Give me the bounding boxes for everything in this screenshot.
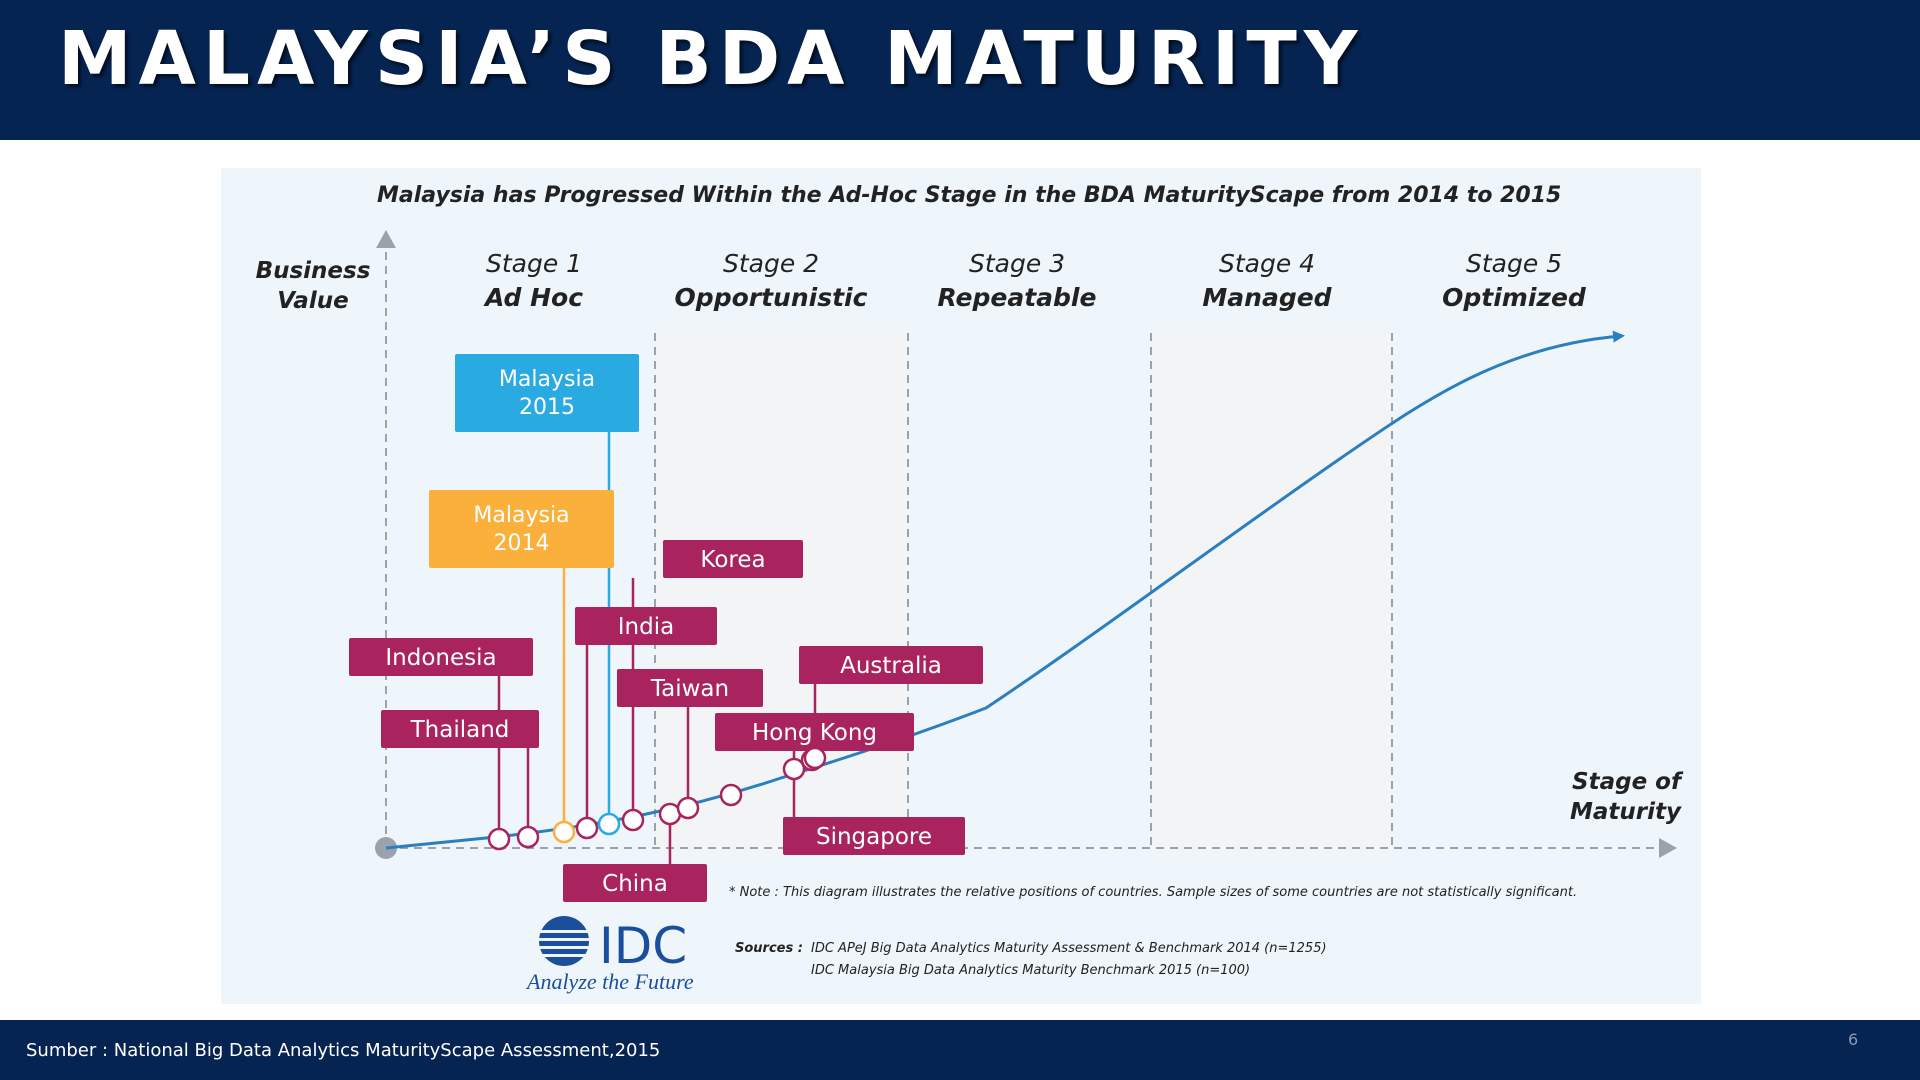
- indonesia-label: Indonesia: [385, 645, 496, 671]
- idc-logo-name: IDC: [599, 917, 687, 975]
- australia-label-box: [799, 646, 983, 684]
- singapore-label-box: [783, 817, 965, 855]
- diagram-title: Malaysia has Progressed Within the Ad-Ho…: [377, 183, 1561, 208]
- korea-marker: Korea: [663, 540, 803, 578]
- x-axis-arrow: [1659, 838, 1677, 858]
- x-axis-label-line-2: Maturity: [1570, 799, 1682, 825]
- thailand-label: Thailand: [410, 717, 510, 743]
- page-title: MALAYSIA’S BDA MATURITY: [58, 16, 1365, 102]
- idc-logo-tagline: Analyze the Future: [525, 969, 694, 994]
- australia-dot: [803, 746, 827, 770]
- stage-3-number: Stage 3: [969, 249, 1065, 278]
- malaysia-2015-marker: Malaysia 2015: [455, 354, 639, 432]
- y-axis-label-line-1: Business: [256, 258, 371, 284]
- footer-bar: Sumber : National Big Data Analytics Mat…: [0, 1020, 1920, 1080]
- singapore-label: Singapore: [816, 824, 932, 850]
- stage-2-number: Stage 2: [723, 249, 819, 278]
- country-markers: Indonesia Thailand Malaysia 2014 India Malays…: [349, 354, 983, 902]
- thailand-dot: [516, 825, 540, 849]
- thailand-label-box: [381, 710, 539, 748]
- malaysia-2014-dot: [552, 820, 576, 844]
- taiwan-marker: Taiwan: [617, 669, 763, 707]
- source-citation: Sumber : National Big Data Analytics Mat…: [26, 1040, 661, 1061]
- stage-1-name: Ad Hoc: [483, 283, 583, 312]
- title-bar: MALAYSIA’S BDA MATURITY: [0, 0, 1920, 140]
- stage-4-name: Managed: [1202, 283, 1332, 312]
- stage-1-number: Stage 1: [486, 249, 582, 278]
- y-axis-arrow: [376, 230, 396, 248]
- india-label: India: [618, 614, 674, 640]
- malaysia-2015-label-line-2: 2015: [519, 395, 575, 420]
- malaysia-2014-label-line-2: 2014: [494, 531, 550, 556]
- maturity-diagram: Malaysia has Progressed Within the Ad-Ho…: [221, 168, 1701, 1004]
- australia-label: Australia: [840, 653, 942, 679]
- stage-5-name: Optimized: [1442, 283, 1587, 312]
- x-axis-label-line-1: Stage of: [1572, 769, 1684, 795]
- idc-logo: IDC Analyze the Future: [525, 916, 694, 994]
- stage-2-band: [655, 333, 908, 852]
- korea-label-box: [663, 540, 803, 578]
- malaysia-2014-label-box: [429, 490, 614, 568]
- malaysia-2015-label-box: [455, 354, 639, 432]
- note-text: * Note : This diagram illustrates the re…: [729, 885, 1577, 900]
- indonesia-marker: Indonesia: [349, 638, 533, 676]
- diagram-panel: [221, 168, 1701, 1004]
- y-axis-label-line-2: Value: [277, 288, 348, 314]
- stage-3-name: Repeatable: [938, 283, 1097, 312]
- hong-kong-label-box: [715, 713, 914, 751]
- indonesia-dot: [487, 827, 511, 851]
- malaysia-2015-label-line-1: Malaysia: [499, 367, 595, 392]
- taiwan-dot: [676, 796, 700, 820]
- korea-label: Korea: [700, 547, 765, 573]
- hong-kong-marker: Hong Kong: [715, 713, 914, 751]
- malaysia-2014-label-line-1: Malaysia: [473, 503, 569, 528]
- india-marker: India: [575, 607, 717, 645]
- china-label-box: [563, 864, 707, 902]
- hong-kong-label: Hong Kong: [752, 720, 877, 746]
- singapore-marker: Singapore: [783, 817, 965, 855]
- stage-labels: Stage 1 Ad Hoc Stage 2 Opportunistic Stage 3…: [483, 249, 1587, 312]
- india-label-box: [575, 607, 717, 645]
- hong-kong-dot: [782, 757, 806, 781]
- source-line-2: IDC Malaysia Big Data Analytics Maturity…: [811, 963, 1250, 978]
- taiwan-label: Taiwan: [650, 676, 729, 702]
- stage-5-number: Stage 5: [1466, 249, 1562, 278]
- sources-label: Sources :: [735, 941, 803, 956]
- thailand-marker: Thailand: [381, 710, 539, 748]
- stage-2-name: Opportunistic: [675, 283, 868, 312]
- china-marker: China: [563, 864, 707, 902]
- unlabeled-country-dot: [719, 783, 743, 807]
- malaysia-2015-dot: [597, 812, 621, 836]
- taiwan-label-box: [617, 669, 763, 707]
- india-dot: [575, 816, 599, 840]
- stage-4-number: Stage 4: [1219, 249, 1315, 278]
- indonesia-label-box: [349, 638, 533, 676]
- source-line-1: IDC APeJ Big Data Analytics Maturity Ass…: [811, 941, 1327, 956]
- china-label: China: [602, 871, 668, 897]
- malaysia-2014-marker: Malaysia 2014: [429, 490, 614, 568]
- stage-4-band: [1151, 333, 1392, 852]
- korea-dot: [621, 808, 645, 832]
- page-number: 6: [1848, 1030, 1859, 1049]
- australia-marker: Australia: [799, 646, 983, 684]
